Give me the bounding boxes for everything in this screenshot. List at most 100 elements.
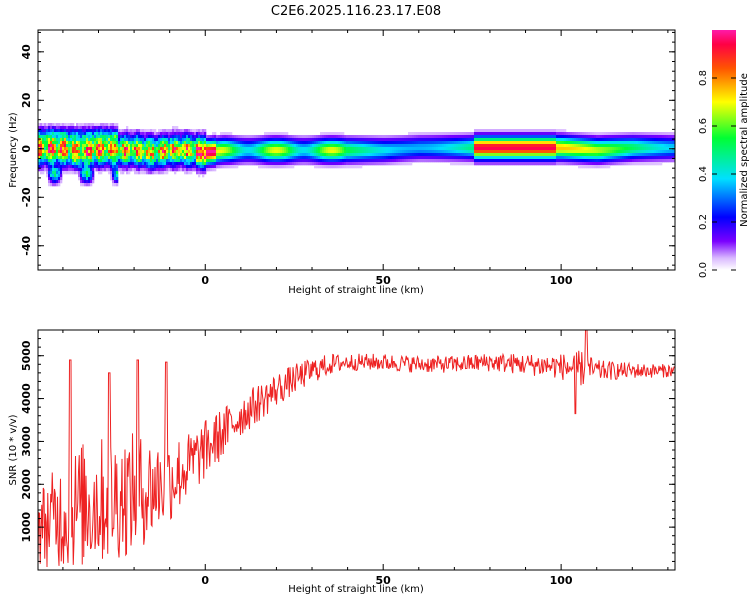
spectrogram-cell <box>450 159 453 163</box>
spectrogram-cell <box>526 156 529 160</box>
spectrogram-cell <box>422 135 425 139</box>
spectrogram-cell <box>146 153 149 157</box>
spectrogram-cell <box>534 159 537 163</box>
spectrogram-cell <box>562 135 565 139</box>
spectrogram-cell <box>372 141 375 145</box>
spectrogram-cell <box>68 150 71 154</box>
spectrogram-cell <box>170 159 173 163</box>
spectrogram-cell <box>162 138 165 142</box>
spectrogram-cell <box>78 156 81 160</box>
spectrogram-cell <box>588 162 591 166</box>
spectrogram-cell <box>546 156 549 160</box>
spectrogram-cell <box>448 144 451 148</box>
spectrogram-cell <box>570 162 573 166</box>
spectrogram-cell <box>262 135 265 139</box>
spectrogram-cell <box>148 132 151 136</box>
spectrogram-cell <box>408 135 411 139</box>
spectrogram-cell <box>214 132 217 136</box>
spectrogram-cell <box>138 162 141 166</box>
spectrogram-cell <box>208 150 211 154</box>
spectrogram-cell <box>504 141 507 145</box>
spectrogram-cell <box>570 144 573 148</box>
spectrogram-cell <box>482 153 485 157</box>
spectrogram-cell <box>168 132 171 136</box>
spectrogram-cell <box>332 153 335 157</box>
spectrogram-cell <box>620 150 623 154</box>
spectrogram-cell <box>266 162 269 166</box>
spectrogram-cell <box>62 126 65 130</box>
spectrogram-cell <box>90 141 93 145</box>
spectrogram-cell <box>276 132 279 136</box>
spectrogram-cell <box>534 153 537 157</box>
spectrogram-cell <box>230 165 233 169</box>
spectrogram-cell <box>366 150 369 154</box>
spectrogram-cell <box>194 156 197 160</box>
spectrogram-cell <box>188 162 191 166</box>
spectrogram-cell <box>608 156 611 160</box>
spectrogram-cell <box>456 156 459 160</box>
spectrogram-cell <box>120 159 123 163</box>
spectrogram-cell <box>420 141 423 145</box>
spectrogram-cell <box>290 141 293 145</box>
spectrogram-cell <box>166 141 169 145</box>
spectrogram-cell <box>182 150 185 154</box>
spectrogram-cell <box>90 150 93 154</box>
spectrogram-cell <box>70 132 73 136</box>
spectrogram-cell <box>222 144 225 148</box>
spectrogram-cell <box>482 129 485 133</box>
spectrogram-cell <box>122 129 125 133</box>
spectrogram-cell <box>506 144 509 148</box>
spectrogram-cell <box>332 138 335 142</box>
spectrogram-cell <box>560 141 563 145</box>
spectrogram-cell <box>264 153 267 157</box>
spectrogram-cell <box>340 150 343 154</box>
spectrogram-cell <box>220 141 223 145</box>
spectrogram-cell <box>38 153 41 157</box>
spectrogram-cell <box>294 147 297 151</box>
spectrogram-cell <box>94 123 97 127</box>
spectrogram-cell <box>240 138 243 142</box>
spectrogram-cell <box>548 129 551 133</box>
spectrogram-cell <box>148 144 151 148</box>
spectrogram-cell <box>116 159 119 163</box>
spectrogram-cell <box>206 159 209 163</box>
spectrogram-cell <box>308 150 311 154</box>
spectrogram-cell <box>288 153 291 157</box>
spectrogram-cell <box>164 165 167 169</box>
spectrogram-cell <box>506 147 509 151</box>
spectrogram-cell <box>222 138 225 142</box>
spectrogram-cell <box>424 147 427 151</box>
spectrogram-cell <box>180 135 183 139</box>
spectrogram-cell <box>568 147 571 151</box>
spectrogram-cell <box>484 135 487 139</box>
spectrogram-cell <box>168 141 171 145</box>
spectrogram-cell <box>246 144 249 148</box>
spectrogram-cell <box>348 156 351 160</box>
spectrogram-cell <box>120 132 123 136</box>
spectrogram-cell <box>556 159 559 163</box>
spectrogram-cell <box>54 132 57 136</box>
spectrogram-cell <box>102 132 105 136</box>
spectrogram-cell <box>594 138 597 142</box>
spectrogram-cell <box>138 156 141 160</box>
spectrogram-cell <box>620 132 623 136</box>
spectrogram-cell <box>404 144 407 148</box>
spectrogram-cell <box>398 153 401 157</box>
spectrogram-cell <box>186 147 189 151</box>
spectrogram-cell <box>560 156 563 160</box>
spectrogram-cell <box>58 180 61 184</box>
spectrogram-cell <box>100 168 103 172</box>
spectrogram-cell <box>248 150 251 154</box>
spectrogram-cell <box>160 156 163 160</box>
spectrogram-cell <box>392 162 395 166</box>
spectrogram-cell <box>530 150 533 154</box>
spectrogram-cell <box>638 156 641 160</box>
spectrogram-cell <box>638 162 641 166</box>
spectrogram-cell <box>368 138 371 142</box>
spectrogram-cell <box>600 141 603 145</box>
spectrogram-cell <box>552 135 555 139</box>
spectrogram-cell <box>546 138 549 142</box>
spectrogram-cell <box>102 147 105 151</box>
spectrogram-cell <box>258 150 261 154</box>
spectrogram-cell <box>592 147 595 151</box>
